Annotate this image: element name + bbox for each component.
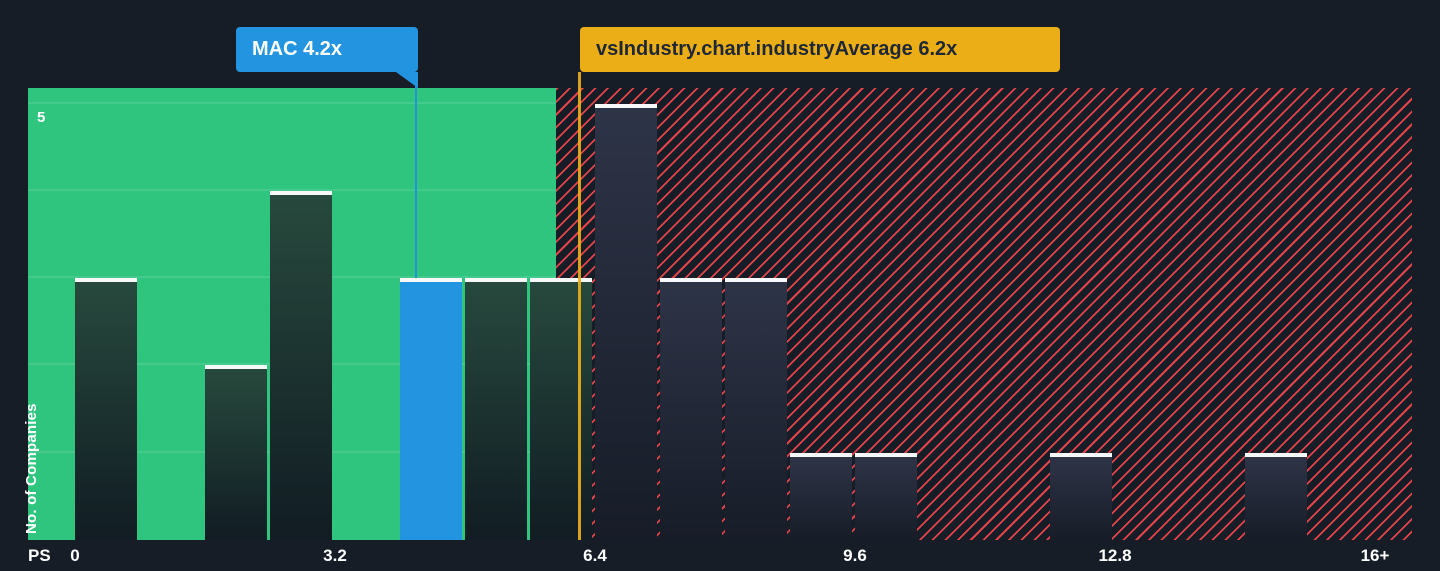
x-axis-unit: PS <box>28 546 51 565</box>
histogram-bar[interactable] <box>595 103 657 540</box>
tooltip-pointer-icon <box>396 72 418 88</box>
histogram-bar[interactable] <box>270 190 332 540</box>
x-tick-label: 16+ <box>1360 546 1390 565</box>
x-axis: PS 0 3.2 6.4 9.6 12.8 16+ <box>0 546 1440 571</box>
industry-average-tooltip[interactable]: vsIndustry.chart.industryAverage 6.2x <box>580 27 1060 72</box>
histogram-bar[interactable] <box>790 452 852 540</box>
y-axis-title: No. of Companies <box>23 403 40 534</box>
histogram-bar[interactable] <box>75 278 137 540</box>
company-marker-line <box>415 72 417 279</box>
industry-average-line <box>578 72 581 540</box>
x-tick-label: 12.8 <box>1098 546 1132 565</box>
x-tick-label: 6.4 <box>583 546 607 565</box>
x-tick-label: 3.2 <box>323 546 347 565</box>
histogram-bar[interactable] <box>465 278 527 540</box>
company-marker-tooltip[interactable]: MAC 4.2x <box>236 27 418 88</box>
y-axis-tick: 5 <box>37 109 46 126</box>
industry-average-label: vsIndustry.chart.industryAverage 6.2x <box>596 38 958 60</box>
histogram-bar[interactable] <box>1245 452 1307 540</box>
plot-area: 5 No. of Companies <box>23 88 1412 540</box>
histogram-bar[interactable] <box>855 452 917 540</box>
company-marker-label: MAC 4.2x <box>252 38 343 60</box>
histogram-bar[interactable] <box>530 278 592 540</box>
x-tick-label: 0 <box>70 546 80 565</box>
histogram-bar[interactable] <box>660 278 722 540</box>
gridline <box>28 188 556 191</box>
company-bar[interactable] <box>400 278 462 540</box>
histogram-bar[interactable] <box>1050 452 1112 540</box>
gridline <box>28 101 556 104</box>
histogram-bar[interactable] <box>205 365 267 540</box>
x-tick-label: 9.6 <box>843 546 867 565</box>
histogram-bar[interactable] <box>725 278 787 540</box>
